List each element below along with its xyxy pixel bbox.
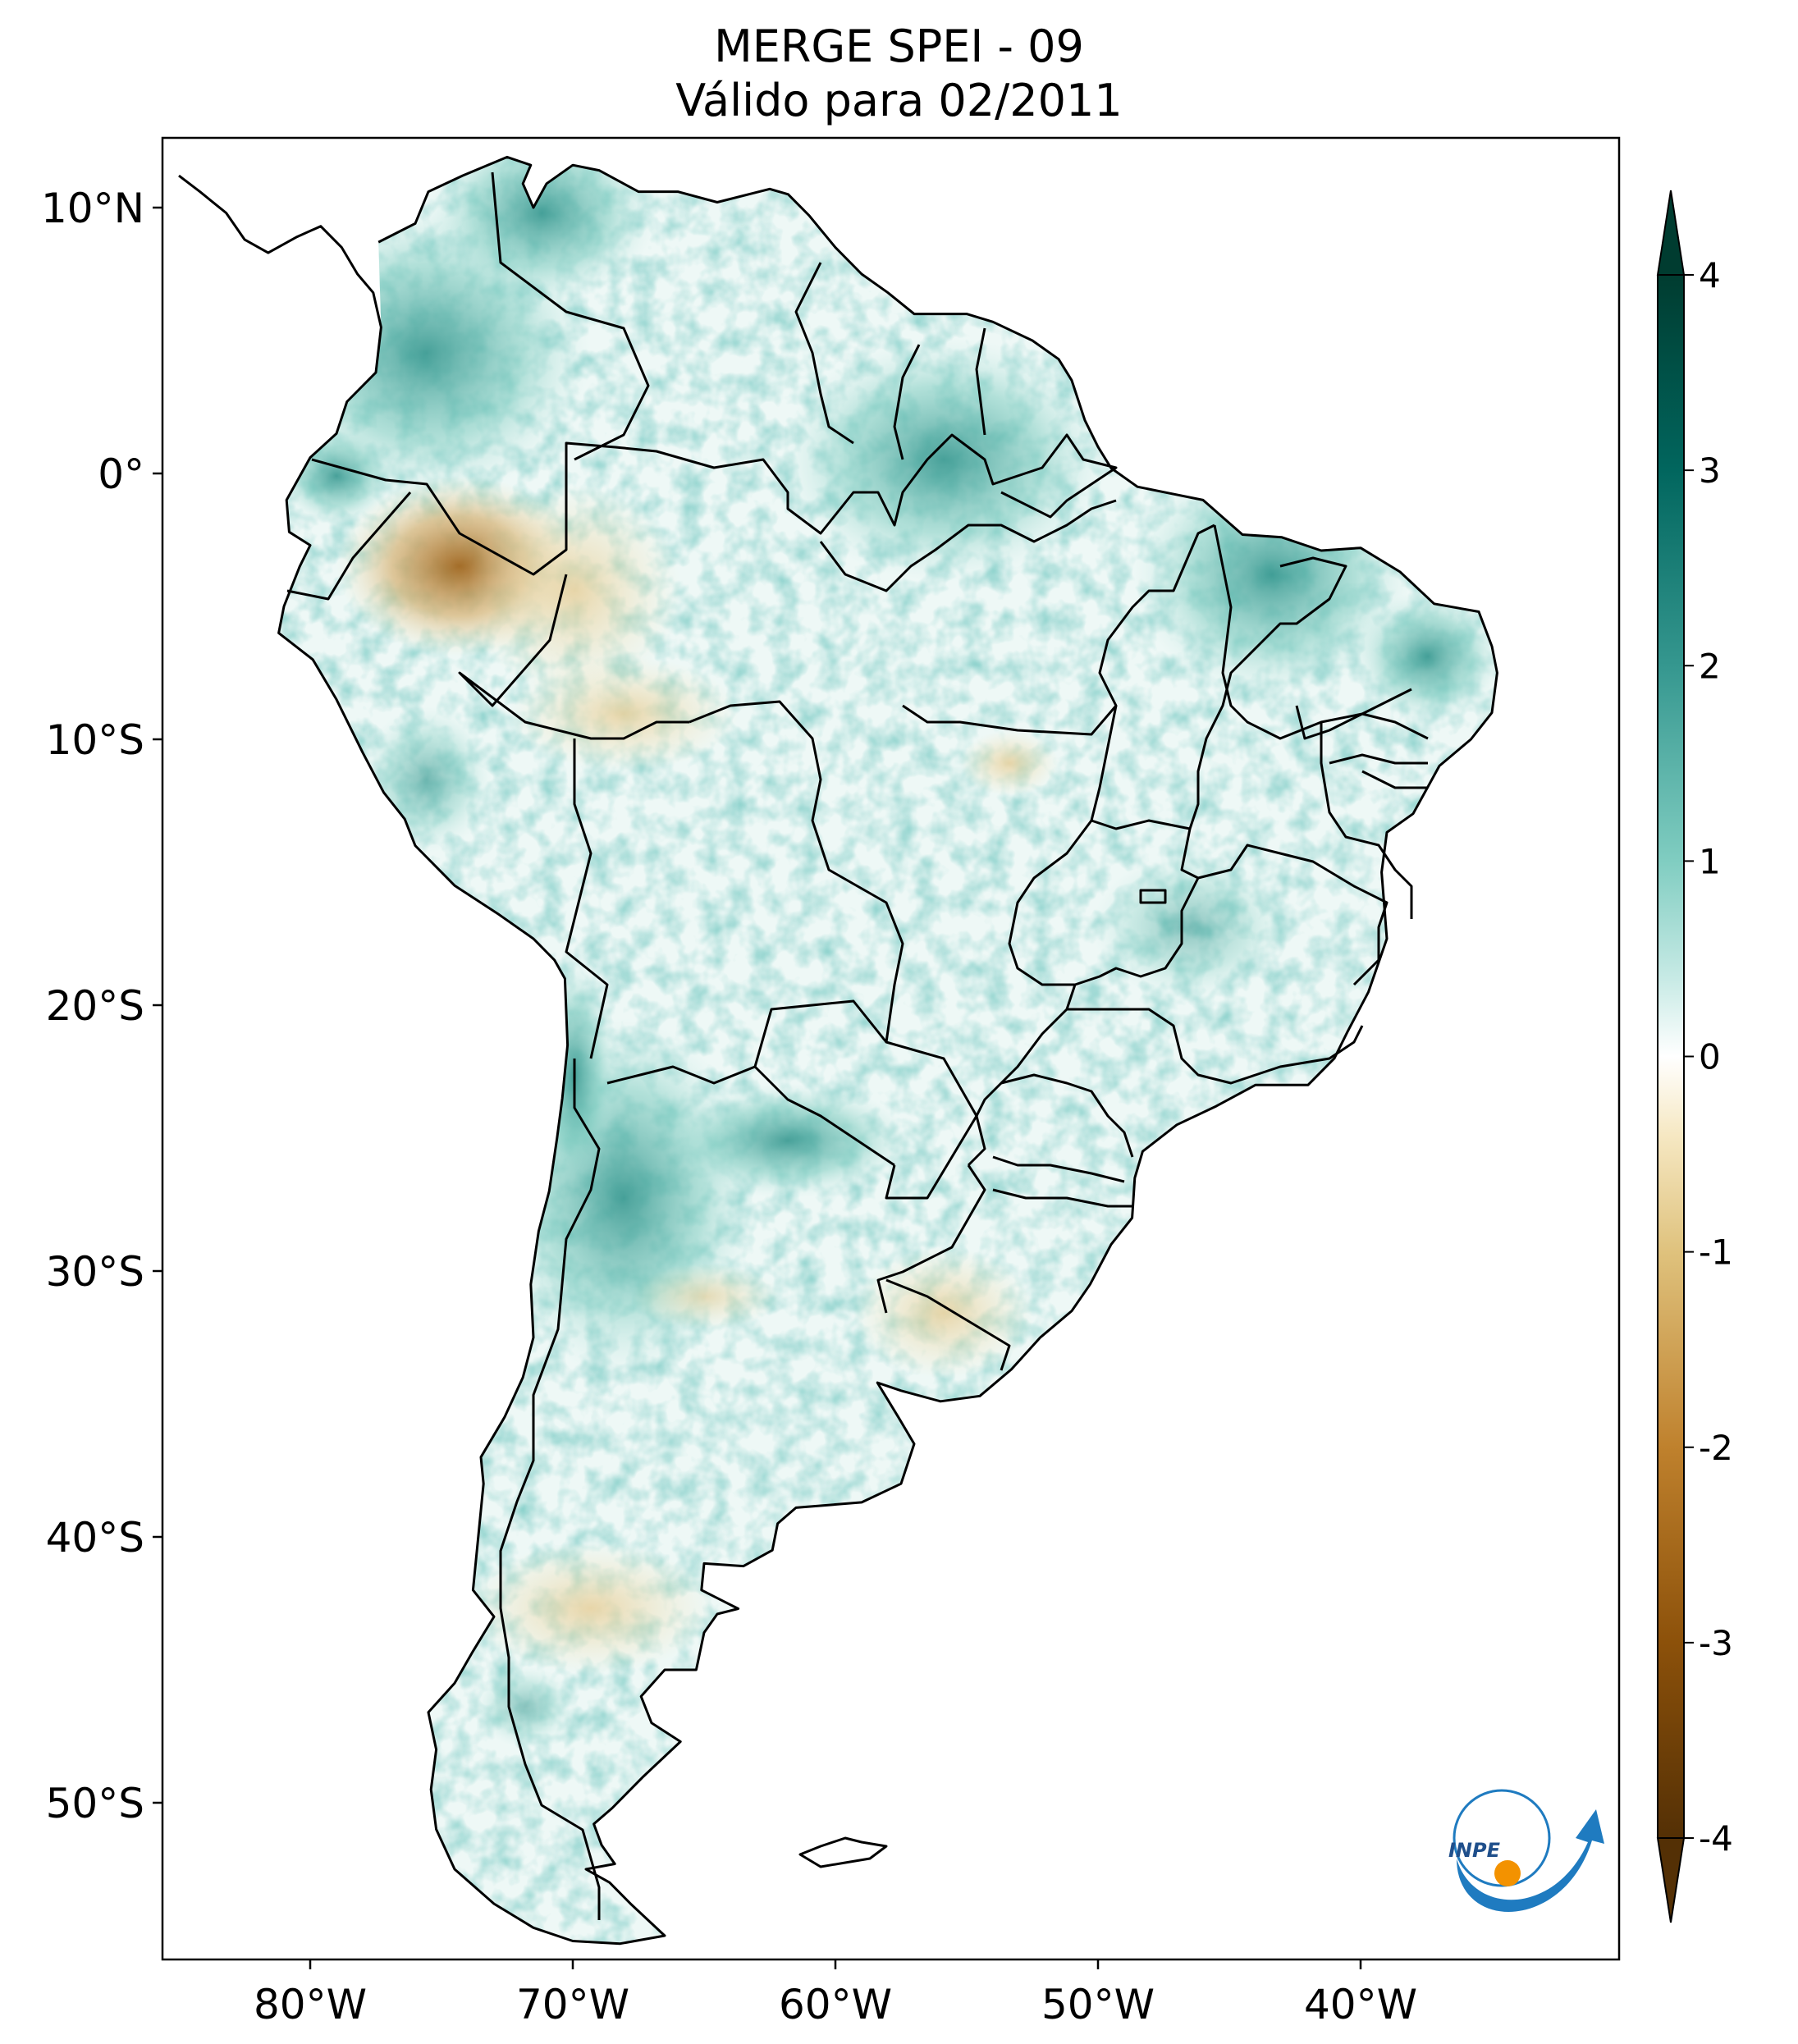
border-guyana-suriname bbox=[893, 344, 921, 460]
chart-title-line1: MERGE SPEI - 09 bbox=[714, 21, 1084, 72]
state-borders-brazil-8 bbox=[992, 1073, 1134, 1208]
colorbar-tick-label: 4 bbox=[1699, 255, 1721, 295]
lat-tick-label: 50°S bbox=[46, 1780, 144, 1827]
colorbar-tick-label: 3 bbox=[1699, 450, 1721, 491]
border-brazil-peru bbox=[458, 574, 689, 740]
colorbar-tick-label: 0 bbox=[1699, 1037, 1721, 1077]
falkland-islands bbox=[798, 1836, 888, 1868]
lon-tick-label: 80°W bbox=[254, 1981, 367, 2028]
inpe-logo-swoosh bbox=[1457, 1809, 1604, 1912]
border-argentina-uruguay-brazil bbox=[876, 1164, 986, 1314]
colorbar-extend-bottom bbox=[1656, 1837, 1686, 1923]
colorbar-tick-label: 2 bbox=[1699, 646, 1721, 686]
border-venezuela-guyana bbox=[794, 262, 854, 445]
state-borders-brazil-7 bbox=[975, 984, 1364, 1117]
lon-tick-label: 60°W bbox=[779, 1981, 892, 2028]
border-suriname-fguiana bbox=[975, 327, 986, 436]
inpe-logo: INPE bbox=[1448, 1789, 1604, 1912]
colorbar-tick-label: -4 bbox=[1699, 1818, 1733, 1859]
border-bolivia-paraguay bbox=[753, 999, 888, 1068]
inpe-logo-ring bbox=[1453, 1789, 1551, 1887]
lon-tick-label: 50°W bbox=[1041, 1981, 1155, 2028]
inpe-logo-dot bbox=[1494, 1860, 1521, 1886]
lat-tick-label: 0° bbox=[98, 450, 144, 498]
longitude-axis: 80°W 70°W 60°W 50°W 40°W bbox=[254, 1959, 1417, 2028]
state-borders-brazil-2 bbox=[819, 499, 1117, 592]
border-uruguay-brazil bbox=[885, 1278, 1011, 1371]
border-peru-bolivia-chile bbox=[565, 738, 609, 1059]
state-borders-brazil-5 bbox=[1180, 828, 1389, 986]
coastline bbox=[178, 155, 1498, 1946]
lat-tick-label: 30°S bbox=[46, 1248, 144, 1296]
border-colombia-venezuela bbox=[491, 171, 650, 461]
state-borders-brazil bbox=[902, 524, 1215, 736]
state-borders-brazil-9 bbox=[1295, 688, 1428, 789]
state-borders-brazil-3 bbox=[1090, 556, 1347, 830]
border-argentina-chile bbox=[499, 1059, 601, 1920]
lat-tick-label: 40°S bbox=[46, 1514, 144, 1562]
lat-tick-label: 20°S bbox=[46, 982, 144, 1030]
chart-title-line2: Válido para 02/2011 bbox=[675, 75, 1123, 126]
border-ecuador-peru bbox=[286, 492, 412, 601]
colorbar-extend-top bbox=[1656, 190, 1686, 276]
border-paraguay-argentina bbox=[885, 1114, 986, 1200]
state-borders-brazil-4 bbox=[1213, 524, 1429, 740]
border-colombia-ecuador-peru bbox=[311, 458, 568, 576]
border-brazil-north bbox=[565, 433, 1118, 535]
lon-tick-label: 70°W bbox=[516, 1981, 629, 2028]
state-borders-brazil-10 bbox=[1320, 722, 1413, 919]
inpe-logo-text: INPE bbox=[1448, 1839, 1501, 1862]
colorbar-body bbox=[1657, 274, 1685, 1839]
colorbar: 4 3 2 1 0 -1 -2 -3 -4 bbox=[1656, 190, 1733, 1923]
colorbar-tick-label: -1 bbox=[1699, 1232, 1733, 1273]
colorbar-tick-label: -3 bbox=[1699, 1623, 1733, 1663]
colorbar-tick-label: -2 bbox=[1699, 1428, 1733, 1468]
lat-tick-label: 10°S bbox=[46, 716, 144, 764]
lon-tick-label: 40°W bbox=[1304, 1981, 1417, 2028]
colorbar-tick-label: 1 bbox=[1699, 841, 1721, 881]
lat-tick-label: 10°N bbox=[41, 185, 144, 232]
brasilia bbox=[1139, 889, 1167, 904]
latitude-axis: 10°N 0° 10°S 20°S 30°S 40°S 50°S bbox=[41, 185, 162, 1827]
country-borders bbox=[178, 155, 1498, 1946]
